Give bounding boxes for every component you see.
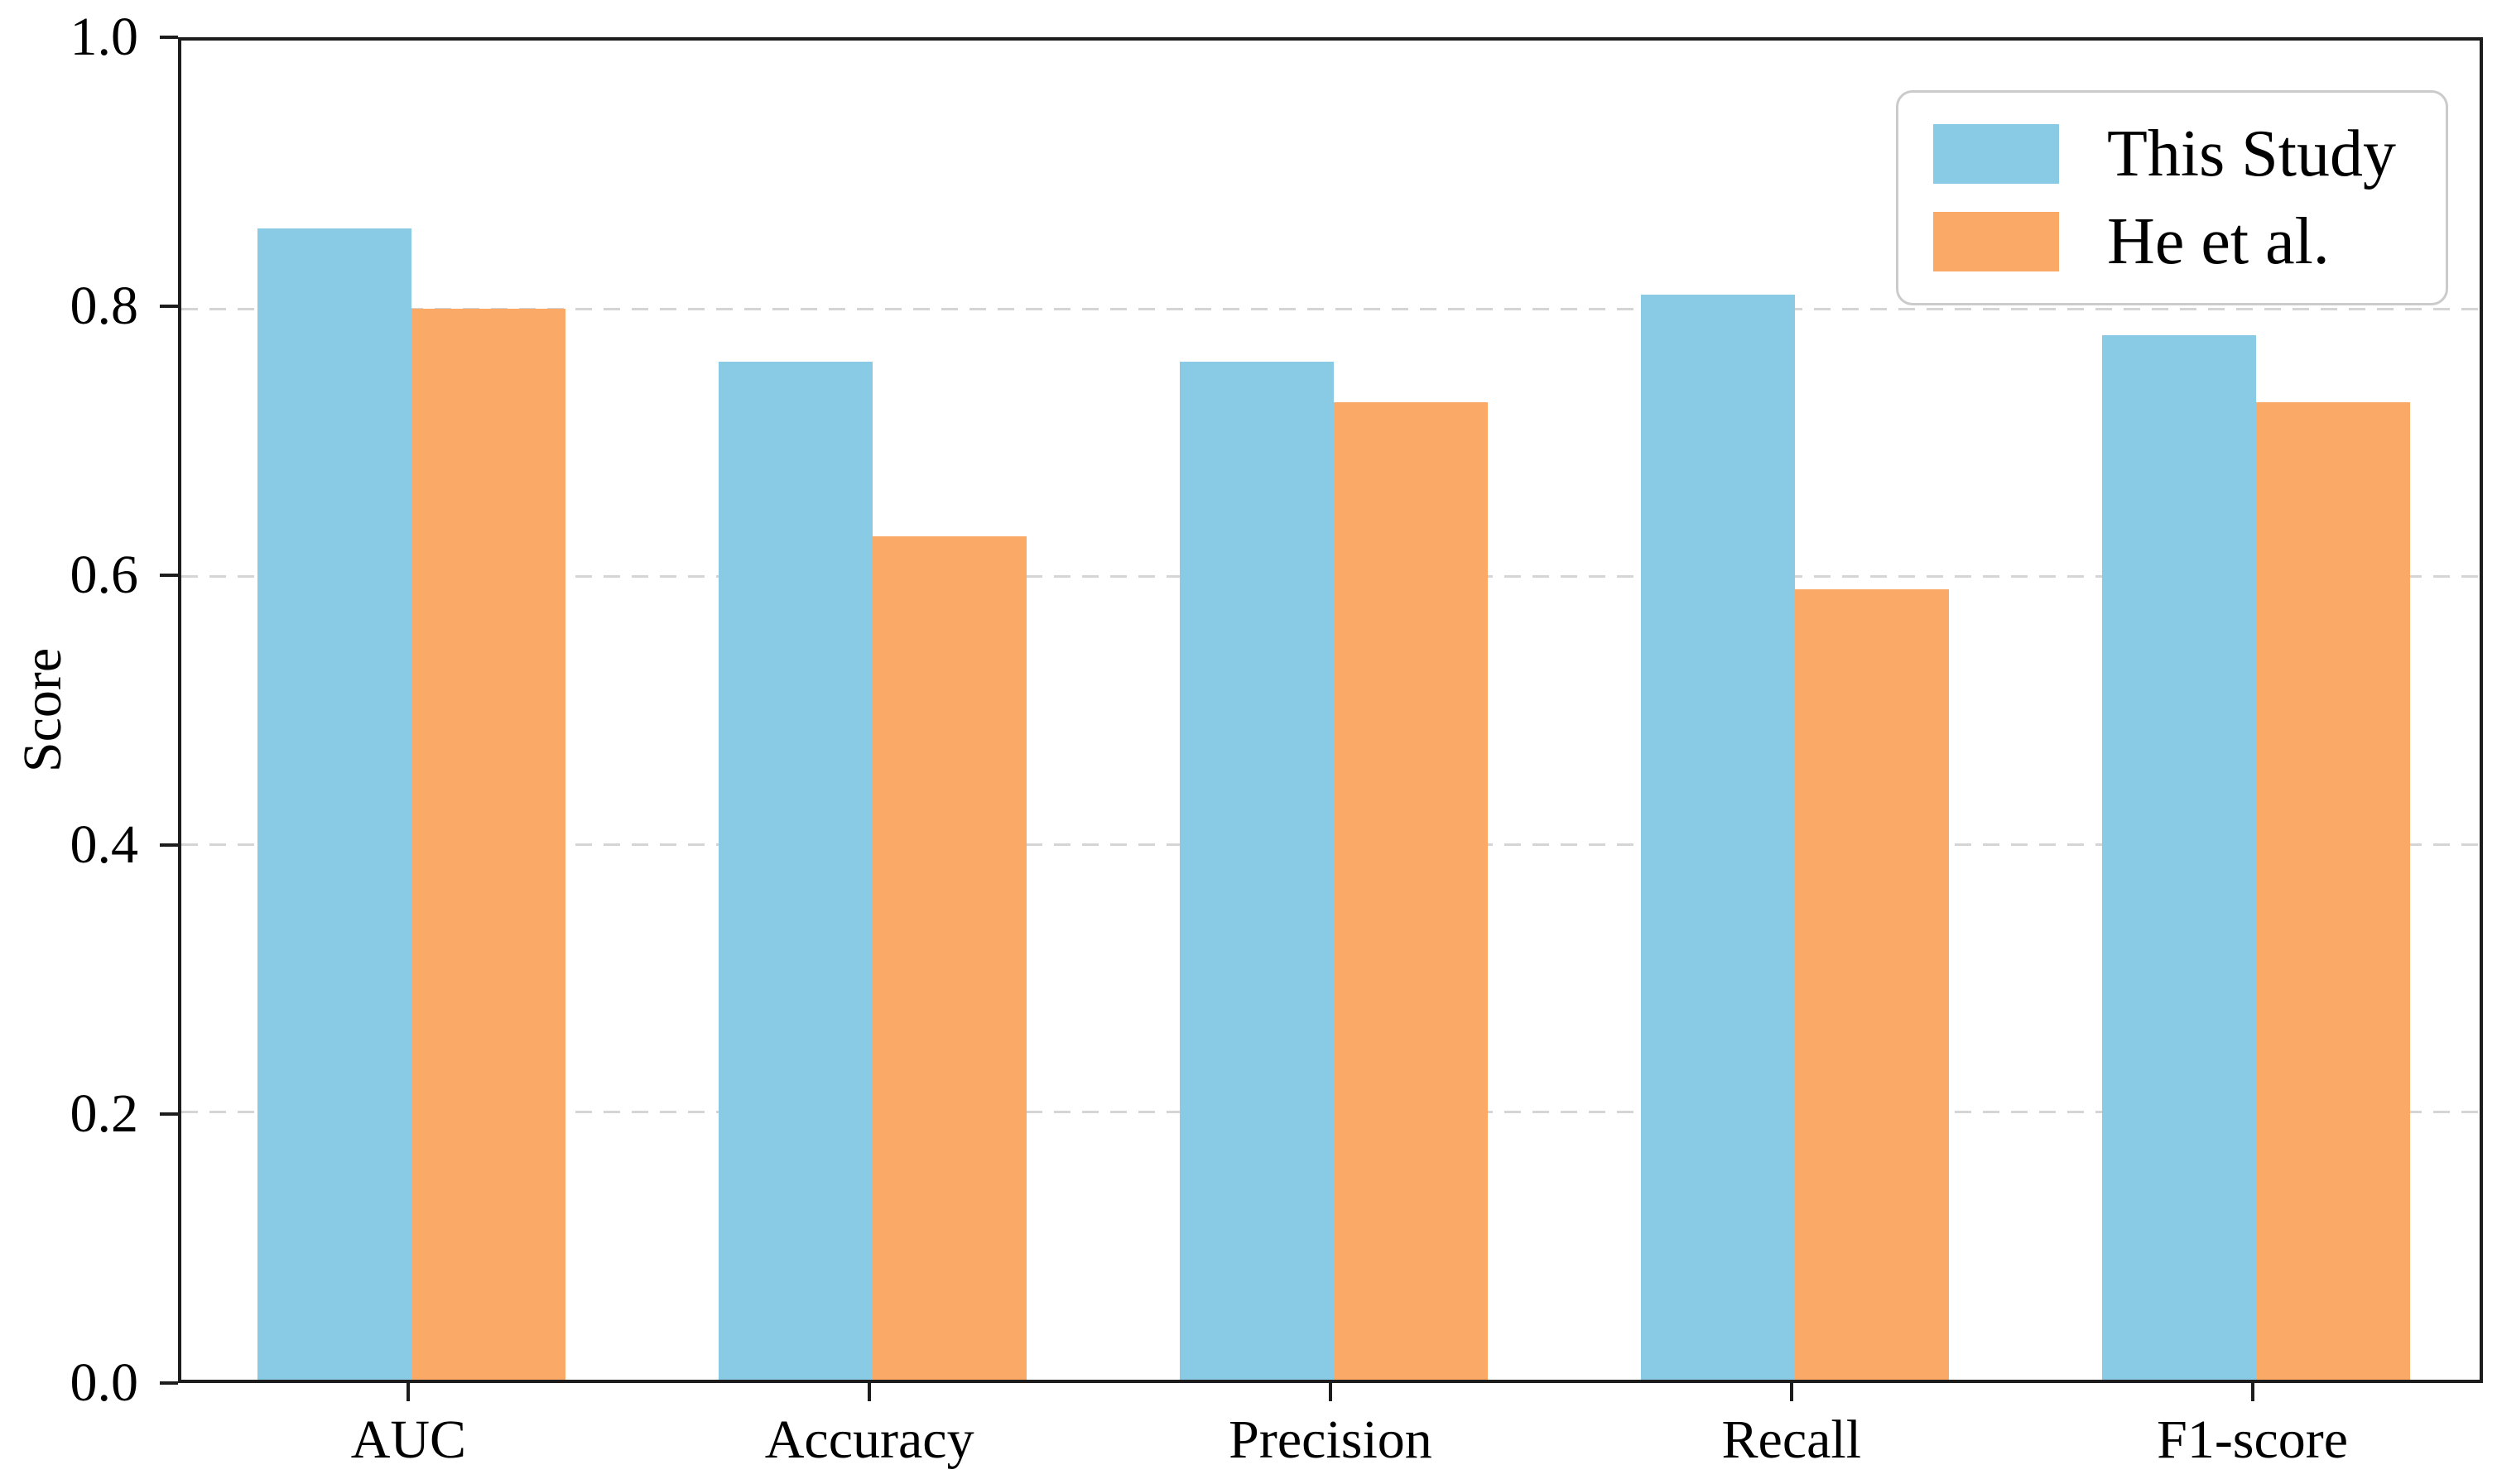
legend-swatch-this-study	[1933, 124, 2060, 184]
x-tick-mark	[2250, 1383, 2254, 1401]
bar-this-study-accuracy	[719, 362, 873, 1380]
bar-group-precision	[1180, 41, 1488, 1380]
y-tick-mark	[160, 36, 178, 39]
bar-this-study-auc	[257, 228, 412, 1380]
x-tick-label: F1-score	[2157, 1410, 2349, 1470]
y-tick-label: 0.4	[70, 814, 139, 875]
y-tick-label: 0.8	[70, 276, 139, 337]
bar-he-et-al--accuracy	[873, 535, 1027, 1380]
legend-label-he-et-al: He et al.	[2107, 205, 2330, 278]
y-tick-mark	[160, 305, 178, 309]
y-tick-mark	[160, 1112, 178, 1116]
bar-group-accuracy	[719, 41, 1027, 1380]
bar-group-f1-score	[2101, 41, 2410, 1380]
gridline	[181, 307, 2480, 310]
y-tick-label: 1.0	[70, 7, 139, 67]
bar-he-et-al--auc	[411, 308, 566, 1380]
bar-this-study-f1-score	[2101, 334, 2256, 1380]
bar-group-recall	[1640, 41, 1949, 1380]
x-tick-mark	[1789, 1383, 1793, 1401]
bar-he-et-al--precision	[1334, 401, 1488, 1380]
legend-entry-this-study: This Study	[1933, 121, 2396, 187]
x-tick-mark	[407, 1383, 411, 1401]
bar-this-study-recall	[1640, 295, 1795, 1380]
y-tick-label: 0.6	[70, 545, 139, 606]
bar-he-et-al--recall	[1794, 589, 1949, 1380]
x-tick-mark	[868, 1383, 872, 1401]
legend: This Study He et al.	[1896, 90, 2448, 305]
bar-group-auc	[257, 41, 566, 1380]
bar-he-et-al--f1-score	[2255, 401, 2410, 1380]
x-tick-label: Accuracy	[764, 1410, 974, 1470]
bars-layer	[181, 41, 2480, 1380]
y-tick-label: 0.2	[70, 1083, 139, 1144]
y-tick-mark	[160, 1381, 178, 1385]
legend-label-this-study: This Study	[2107, 118, 2396, 190]
x-tick-label: AUC	[350, 1410, 467, 1470]
y-tick-mark	[160, 574, 178, 578]
x-axis: AUC Accuracy Precision Recall F1-score	[178, 1383, 2483, 1484]
y-tick-label: 0.0	[70, 1352, 139, 1413]
y-tick-mark	[160, 843, 178, 847]
bar-this-study-precision	[1180, 362, 1334, 1380]
x-tick-label: Recall	[1721, 1410, 1862, 1470]
x-tick-mark	[1329, 1383, 1332, 1401]
legend-entry-he-et-al: He et al.	[1933, 209, 2396, 275]
legend-swatch-he-et-al	[1933, 212, 2060, 271]
x-tick-label: Precision	[1229, 1410, 1432, 1470]
plot-area: This Study He et al.	[178, 37, 2483, 1383]
y-axis: 0.0 0.2 0.4 0.6 0.8 1.0	[0, 10, 178, 1410]
